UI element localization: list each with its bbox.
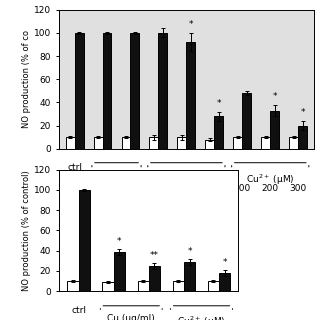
Text: ctrl: ctrl xyxy=(67,163,82,172)
Text: *: * xyxy=(117,236,122,246)
Text: CuO (μg/ml): CuO (μg/ml) xyxy=(159,172,214,181)
Bar xyxy=(214,116,223,149)
Bar xyxy=(67,281,78,291)
Bar xyxy=(208,281,219,291)
Bar xyxy=(75,33,84,149)
Text: 20: 20 xyxy=(209,184,220,193)
Bar xyxy=(173,281,184,291)
Bar xyxy=(298,125,307,149)
Bar xyxy=(93,137,102,149)
Bar xyxy=(219,273,230,291)
Bar xyxy=(242,93,251,149)
Bar xyxy=(122,137,131,149)
Text: *: * xyxy=(273,92,277,101)
Text: ctrl: ctrl xyxy=(71,306,86,315)
Bar xyxy=(233,137,242,149)
Text: 5: 5 xyxy=(156,184,161,193)
Text: Cu (μg/ml): Cu (μg/ml) xyxy=(107,314,155,320)
Bar xyxy=(66,137,75,149)
Bar xyxy=(114,252,125,291)
Bar xyxy=(289,137,298,149)
Text: A: A xyxy=(59,199,67,209)
Text: *: * xyxy=(188,20,193,29)
Y-axis label: NO production (% of control): NO production (% of control) xyxy=(22,170,31,291)
Text: 300: 300 xyxy=(290,184,307,193)
Bar xyxy=(178,137,186,149)
Bar xyxy=(184,262,195,291)
Bar xyxy=(205,140,214,149)
Text: 5: 5 xyxy=(100,184,105,193)
Bar xyxy=(131,33,140,149)
Bar xyxy=(261,137,270,149)
Text: 10: 10 xyxy=(125,184,136,193)
Text: 10: 10 xyxy=(181,184,192,193)
Text: 200: 200 xyxy=(262,184,279,193)
Bar xyxy=(78,190,90,291)
Bar xyxy=(186,42,195,149)
Text: *: * xyxy=(187,247,192,256)
Text: Cu$^{2+}$ (μM): Cu$^{2+}$ (μM) xyxy=(177,314,226,320)
Bar xyxy=(102,33,111,149)
Text: **: ** xyxy=(150,251,159,260)
Text: Cu$^{2+}$ (μM): Cu$^{2+}$ (μM) xyxy=(246,172,295,187)
Bar xyxy=(158,33,167,149)
Text: Cu (μg/ml): Cu (μg/ml) xyxy=(92,172,140,181)
Bar xyxy=(149,137,158,149)
Text: 100: 100 xyxy=(234,184,251,193)
Text: *: * xyxy=(300,108,305,117)
Y-axis label: NO production (% of co: NO production (% of co xyxy=(22,30,31,128)
Text: *: * xyxy=(217,99,221,108)
Bar xyxy=(102,282,114,291)
Bar xyxy=(149,266,160,291)
Bar xyxy=(138,281,149,291)
Bar xyxy=(270,110,279,149)
Text: *: * xyxy=(222,258,227,267)
